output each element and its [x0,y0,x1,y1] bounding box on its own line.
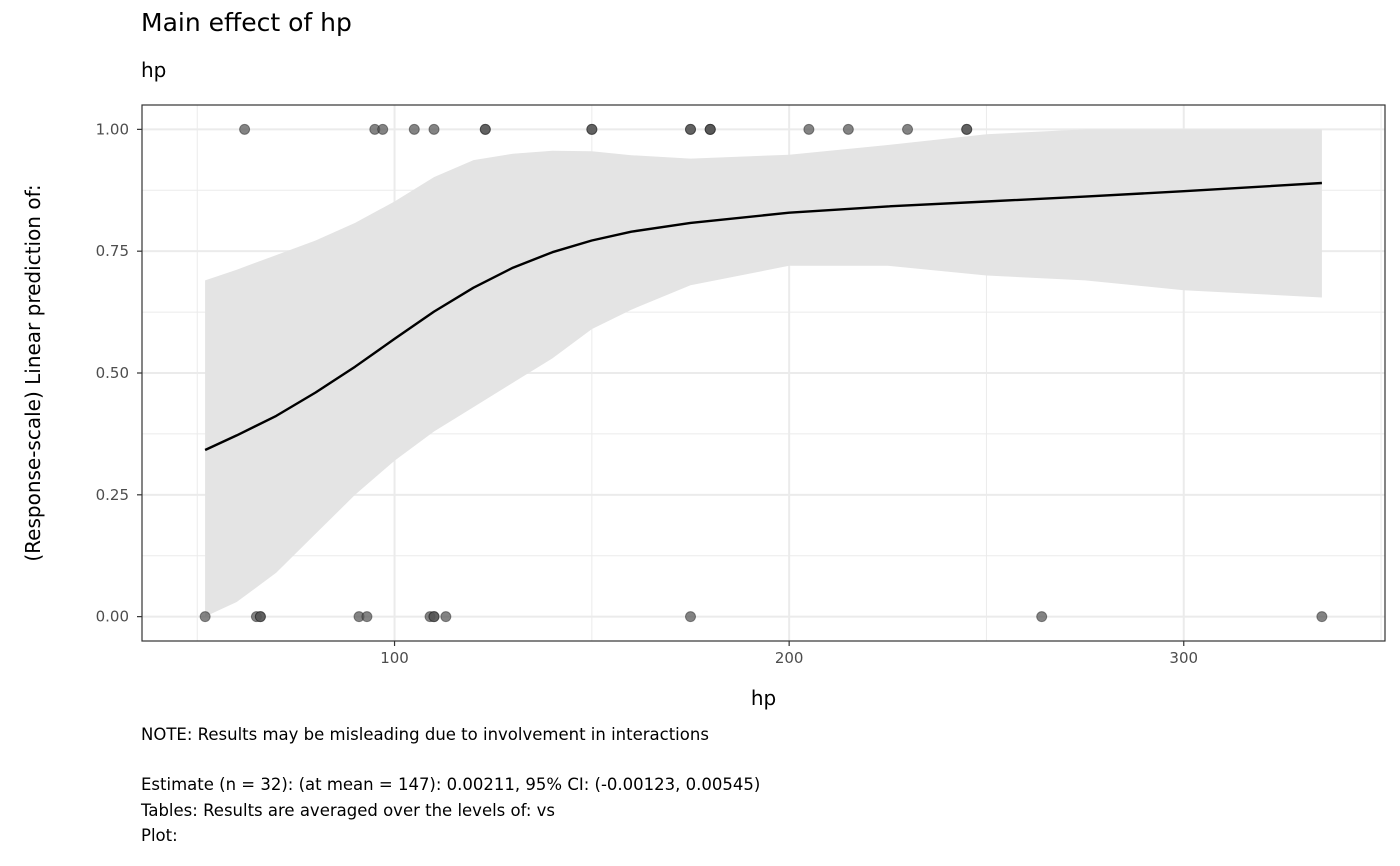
chart-title: Main effect of hp [141,8,352,37]
data-point [586,123,598,135]
fit-line-layer [204,181,1322,452]
chart-subtitle: hp [141,58,167,82]
data-point [1316,611,1328,623]
x-axis-title: hp [751,686,776,710]
data-point [239,123,251,135]
confidence-band-layer [205,129,1322,617]
y-tick-label: 0.00 [96,608,129,626]
x-tick-label: 300 [1169,649,1198,667]
data-point [961,123,973,135]
data-point [254,611,266,623]
axis-layer: 100 200 300 0.00 0.25 0.50 0.75 1.00 [96,104,1386,667]
data-point [842,123,854,135]
x-tick-label: 200 [775,649,804,667]
data-point [428,123,440,135]
data-point [361,611,373,623]
x-tick-label: 100 [380,649,409,667]
data-point [199,611,211,623]
data-point [684,611,696,623]
y-tick-label: 0.50 [96,364,129,382]
caption-plot: Plot: [141,826,178,845]
data-point [377,123,389,135]
data-point [428,611,440,623]
data-point [803,123,815,135]
data-point [704,123,716,135]
data-point [440,611,452,623]
data-point [902,123,914,135]
y-axis-title: (Response-scale) Linear prediction of: [21,184,45,561]
data-point [479,123,491,135]
caption-estimate: Estimate (n = 32): (at mean = 147): 0.00… [141,775,761,794]
y-tick-label: 0.25 [96,486,129,504]
y-tick-label: 0.75 [96,242,129,260]
fit-line [204,181,1322,452]
data-point [408,123,420,135]
data-point [1036,611,1048,623]
confidence-band [205,129,1322,617]
data-points-layer [199,123,1328,623]
y-tick-label: 1.00 [96,120,129,138]
caption-tables: Tables: Results are averaged over the le… [141,801,556,820]
caption-note: NOTE: Results may be misleading due to i… [141,725,709,744]
data-point [684,123,696,135]
